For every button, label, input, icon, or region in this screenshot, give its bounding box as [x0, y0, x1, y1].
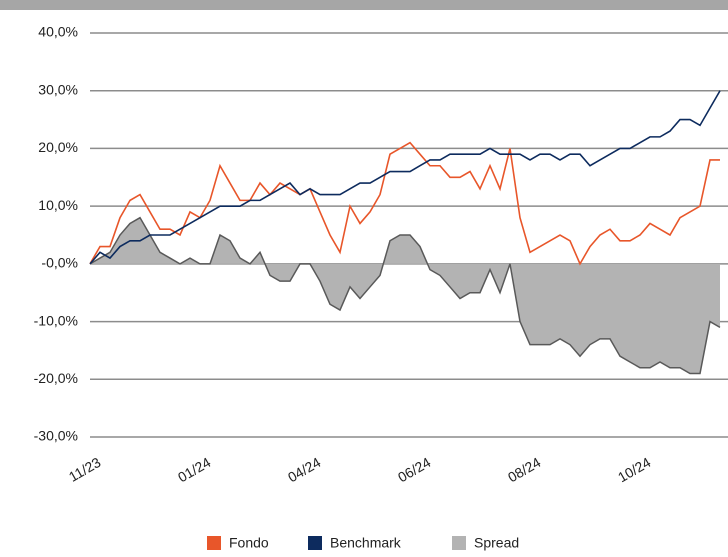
y-tick-label: -30,0%: [34, 428, 78, 444]
y-tick-label: 30,0%: [38, 81, 78, 97]
y-tick-label: 40,0%: [38, 24, 78, 40]
legend-swatch: [452, 536, 466, 550]
series-line: [89, 90, 721, 265]
legend-label: Spread: [474, 535, 519, 551]
x-tick-label: 10/24: [615, 454, 654, 485]
y-tick-label: -10,0%: [34, 312, 78, 328]
header-bar: [0, 0, 728, 10]
x-tick-label: 08/24: [505, 454, 544, 485]
legend-swatch: [207, 536, 221, 550]
y-tick-label: 20,0%: [38, 139, 78, 155]
legend-label: Fondo: [229, 535, 269, 551]
legend-label: Benchmark: [330, 535, 402, 551]
series-line: [89, 141, 720, 266]
x-tick-label: 04/24: [285, 454, 324, 485]
legend-swatch: [308, 536, 322, 550]
spread-area: [90, 217, 720, 374]
x-tick-label: 06/24: [395, 454, 434, 485]
y-tick-label: -20,0%: [34, 370, 78, 386]
y-tick-label: -0,0%: [41, 255, 78, 271]
x-tick-label: 01/24: [175, 454, 214, 485]
y-tick-label: 10,0%: [38, 197, 78, 213]
x-tick-label: 11/23: [66, 454, 104, 485]
spread-line: [89, 216, 721, 375]
